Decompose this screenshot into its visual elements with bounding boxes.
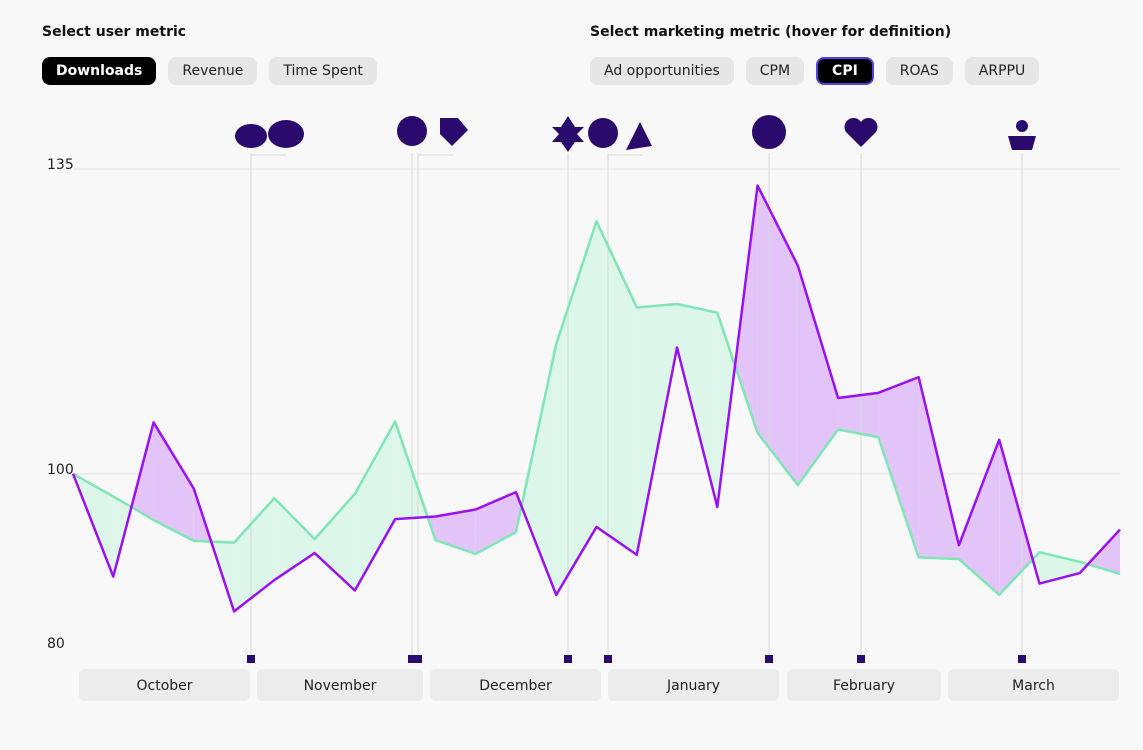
difference-area [475, 492, 516, 554]
month-label: February [833, 678, 895, 694]
event-dot [1018, 655, 1026, 663]
difference-areas [73, 185, 1120, 612]
icon-apple [235, 124, 267, 148]
series-line [71, 184, 1121, 613]
event-icons [235, 115, 1036, 663]
metric-button[interactable]: Revenue [168, 57, 258, 85]
month-label: November [304, 678, 377, 694]
y-tick-label: 100 [47, 462, 74, 478]
metric-button[interactable]: CPM [745, 57, 805, 85]
month-band [79, 669, 250, 701]
icon-star [552, 116, 584, 152]
difference-area [677, 303, 718, 507]
metric-button[interactable]: Ad opportunities [590, 57, 734, 85]
marketing-metric-label: Select marketing metric (hover for defin… [590, 24, 952, 40]
metric-button[interactable]: ROAS [885, 57, 953, 85]
icon-pot-top [1016, 120, 1028, 132]
difference-area [999, 439, 1033, 595]
month-band [608, 669, 779, 701]
event-dot [564, 655, 572, 663]
metric-button[interactable]: Downloads [42, 57, 157, 85]
icon-party [626, 122, 652, 150]
event-dot [247, 655, 255, 663]
user-metric-group: Downloads Revenue Time Spent [42, 57, 377, 85]
month-band [787, 669, 941, 701]
metric-button[interactable]: Time Spent [269, 57, 377, 85]
month-label: January [666, 678, 720, 694]
difference-area [596, 221, 637, 555]
difference-area [636, 303, 678, 555]
difference-area [878, 377, 919, 558]
icon-heart [844, 117, 878, 147]
icon-ornament [588, 118, 618, 148]
difference-area [735, 185, 758, 433]
icon-tag [440, 118, 468, 146]
metric-button[interactable]: ARPPU [964, 57, 1040, 85]
series-line [72, 220, 1121, 597]
month-band [257, 669, 423, 701]
icon-turkey [397, 116, 427, 146]
event-dot [604, 655, 612, 663]
icon-pumpkin [268, 120, 304, 148]
difference-area [354, 421, 396, 591]
metric-button[interactable]: CPI [816, 57, 874, 85]
difference-area [1087, 529, 1120, 574]
event-dot [765, 655, 773, 663]
month-label: March [1012, 678, 1055, 694]
y-tick-label: 135 [47, 157, 74, 173]
y-tick-label: 80 [47, 636, 65, 652]
event-dot [414, 655, 422, 663]
icon-pot [1008, 136, 1036, 150]
difference-area [838, 392, 879, 438]
difference-area [234, 498, 275, 612]
event-dot [857, 655, 865, 663]
user-metric-label: Select user metric [42, 24, 187, 40]
month-band [948, 669, 1119, 701]
difference-area [797, 265, 839, 486]
difference-area [153, 422, 194, 541]
difference-area [717, 312, 736, 507]
difference-area [958, 439, 1000, 595]
difference-area [314, 493, 355, 591]
difference-area [521, 344, 557, 595]
difference-area [757, 185, 798, 486]
month-label: October [136, 678, 192, 694]
month-band [430, 669, 601, 701]
marketing-metric-group: Ad opportunities CPM CPI ROAS ARPPU [590, 57, 1040, 85]
month-label: December [479, 678, 552, 694]
event-dot [408, 655, 416, 663]
icon-lantern [752, 115, 786, 149]
